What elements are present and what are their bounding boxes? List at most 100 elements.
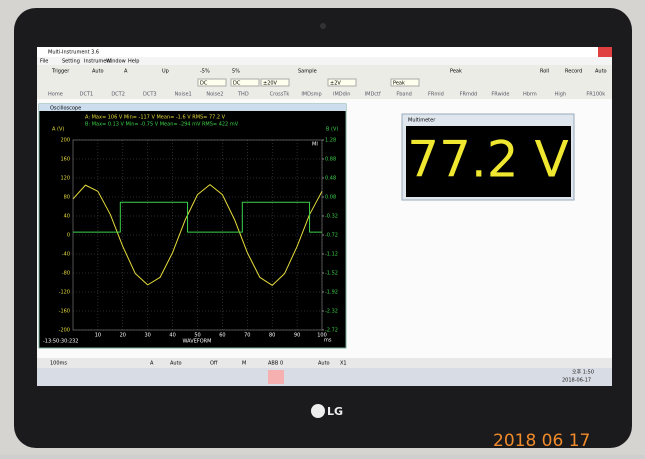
- toolbar-item[interactable]: ±2V: [330, 81, 341, 87]
- y2-tick-label: -1.12: [325, 252, 338, 258]
- y2-tick-label: -0.72: [325, 233, 338, 239]
- x-tick-label: 60: [219, 333, 225, 339]
- title-bar: [37, 47, 612, 57]
- y2-label: B (V): [326, 127, 338, 133]
- x-label: WAVEFORM: [183, 339, 212, 345]
- multimeter-reading: 77.2 V: [407, 131, 568, 189]
- tab[interactable]: FR100k: [586, 92, 605, 98]
- y2-tick-label: -0.32: [325, 214, 338, 220]
- close-button[interactable]: [598, 47, 612, 57]
- tab[interactable]: THD: [237, 92, 249, 98]
- bottom-bar-item[interactable]: Auto: [170, 361, 182, 367]
- toolbar-item[interactable]: Up: [162, 69, 169, 75]
- x-tick-label: 90: [294, 333, 300, 339]
- tab[interactable]: DCT2: [111, 92, 125, 98]
- tab[interactable]: FRmid: [428, 92, 444, 98]
- x-tick-label: 80: [269, 333, 275, 339]
- bottom-bar-item[interactable]: Off: [210, 361, 218, 367]
- tab[interactable]: DCT1: [80, 92, 94, 98]
- y2-tick-label: -1.52: [325, 271, 338, 277]
- lg-logo: [311, 404, 325, 418]
- y-tick-label: 80: [64, 195, 70, 201]
- tab[interactable]: High: [555, 92, 567, 98]
- toolbar-item[interactable]: DC: [200, 81, 208, 87]
- y-tick-label: 200: [60, 138, 70, 144]
- toolbar-item[interactable]: Sample: [298, 69, 317, 75]
- toolbar-item[interactable]: ±20V: [263, 81, 278, 87]
- x-tick-label: 70: [244, 333, 250, 339]
- brand: LG: [327, 405, 343, 418]
- tab[interactable]: CrossTk: [270, 92, 290, 98]
- toolbar-item[interactable]: Peak: [393, 81, 405, 87]
- tab[interactable]: Fband: [396, 92, 411, 98]
- bottom-bar-item[interactable]: ABB: [268, 361, 279, 367]
- scope-title-bar: [39, 104, 346, 111]
- y-tick-label: 40: [64, 214, 70, 220]
- bottom-bar-item[interactable]: 0: [280, 361, 283, 367]
- x-tick-label: 30: [145, 333, 151, 339]
- toolbar-item[interactable]: Trigger: [51, 69, 70, 75]
- tab[interactable]: IMDsmp: [301, 92, 321, 98]
- y-tick-label: -80: [62, 271, 70, 277]
- taskbar-time: 오후 1:50: [572, 370, 594, 376]
- toolbar-item[interactable]: 5%: [232, 69, 240, 75]
- taskbar-date: 2018-06-17: [562, 378, 591, 384]
- scope-title: Oscilloscope: [50, 106, 81, 112]
- bottom-bar-item[interactable]: A: [150, 361, 154, 367]
- y2-tick-label: 1.28: [325, 138, 336, 144]
- y-tick-label: -120: [59, 290, 70, 296]
- tab[interactable]: FRwide: [491, 92, 509, 98]
- taskbar: [37, 368, 612, 386]
- x-tick-label: 40: [169, 333, 175, 339]
- menu-item[interactable]: File: [40, 59, 48, 65]
- toolbar-item[interactable]: Peak: [450, 69, 462, 75]
- y2-tick-label: 0.08: [325, 195, 336, 201]
- x-unit: ms: [324, 338, 332, 344]
- y2-tick-label: -1.92: [325, 290, 338, 296]
- y2-tick-label: 0.48: [325, 176, 336, 182]
- multimeter-title: Multimeter: [408, 118, 436, 124]
- bottom-bar-item[interactable]: Auto: [318, 361, 330, 367]
- y-label: A (V): [52, 127, 64, 133]
- scope-window: [39, 104, 346, 348]
- tab[interactable]: FRmdd: [460, 92, 478, 98]
- y-tick-label: 0: [67, 233, 70, 239]
- bottom-bar-item[interactable]: 100ms: [50, 361, 67, 367]
- tab[interactable]: IMDdin: [333, 92, 350, 98]
- toolbar-item[interactable]: A: [124, 69, 128, 75]
- bottom-bar-item[interactable]: M: [242, 361, 246, 367]
- stats-b: B: Max= 0.13 V Min= -0.75 V Mean= -294 m…: [85, 122, 239, 128]
- app-icon[interactable]: [268, 370, 284, 384]
- y2-tick-label: 0.88: [325, 157, 336, 163]
- tab[interactable]: IMDctf: [365, 92, 381, 98]
- bottom-bar-item[interactable]: X1: [340, 361, 347, 367]
- page: Multi-Instrument 3.6 OscilloscopeA: Max=…: [0, 0, 645, 455]
- x-tick-label: 10: [95, 333, 101, 339]
- toolbar-item[interactable]: DC: [233, 81, 241, 87]
- stats-a: A: Max= 106 V Min= -117 V Mean= -1.6 V R…: [85, 115, 226, 121]
- y-tick-label: -40: [62, 252, 70, 258]
- photo: Multi-Instrument 3.6 OscilloscopeA: Max=…: [0, 0, 645, 455]
- tab[interactable]: Hbrm: [523, 92, 537, 98]
- y2-tick-label: -2.72: [325, 328, 338, 334]
- y2-tick-label: -2.32: [325, 309, 338, 315]
- y-tick-label: -200: [59, 328, 70, 334]
- tab[interactable]: Noise1: [175, 92, 192, 98]
- toolbar-item[interactable]: Auto: [595, 69, 607, 75]
- toolbar-item[interactable]: Record: [565, 69, 582, 75]
- x-tick-label: 20: [120, 333, 126, 339]
- menu-item[interactable]: Help: [128, 59, 139, 65]
- menu-item[interactable]: Window: [106, 59, 126, 65]
- marker: MI: [312, 142, 318, 148]
- tab[interactable]: Noise2: [206, 92, 223, 98]
- toolbar-item[interactable]: -5%: [200, 69, 210, 75]
- toolbar-item[interactable]: Roll: [540, 69, 549, 75]
- tab[interactable]: Home: [48, 92, 63, 98]
- tab[interactable]: DCT3: [143, 92, 157, 98]
- y-tick-label: -160: [59, 309, 70, 315]
- y-tick-label: 160: [60, 157, 70, 163]
- menu-item[interactable]: Setting: [62, 59, 80, 65]
- camera: [320, 23, 326, 29]
- toolbar-item[interactable]: Auto: [92, 69, 104, 75]
- y-tick-label: 120: [60, 176, 70, 182]
